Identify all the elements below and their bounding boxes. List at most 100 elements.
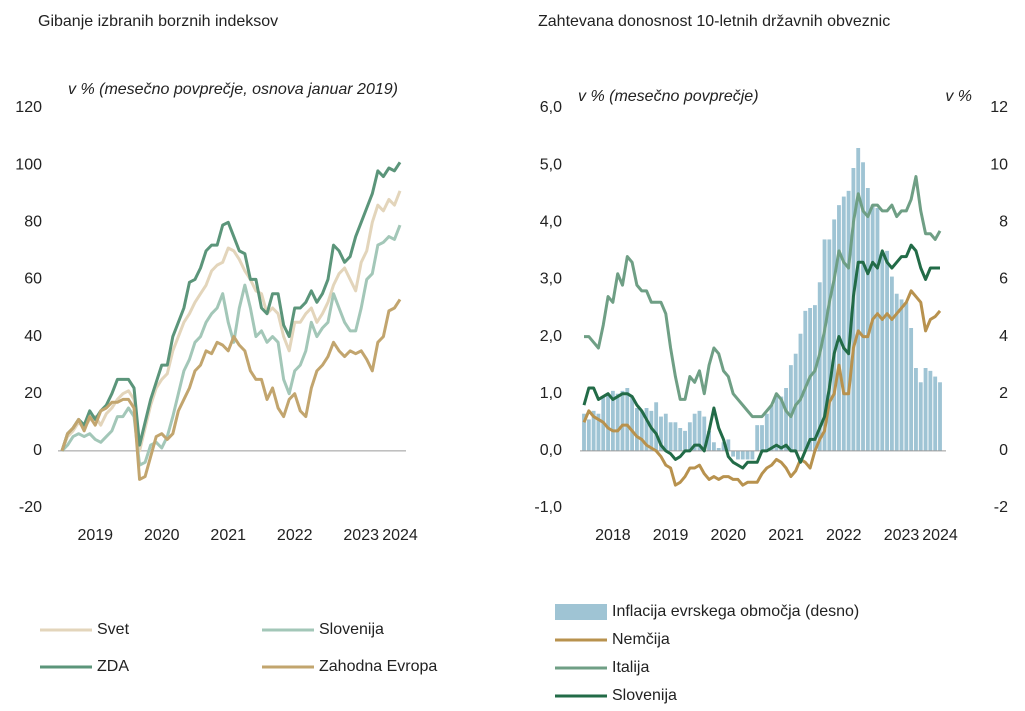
x-tick-label: 2020 <box>144 527 180 544</box>
x-tick-label: 2023 <box>343 527 379 544</box>
bar <box>938 382 942 451</box>
bar <box>914 368 918 451</box>
y-tick-label: 60 <box>24 271 42 288</box>
bar <box>856 148 861 451</box>
y2-tick-label: -2 <box>994 499 1008 516</box>
bar <box>639 410 644 451</box>
y-tick-label: 100 <box>15 156 42 173</box>
y-tick-label: 0 <box>33 442 42 459</box>
bar <box>736 450 740 460</box>
bar <box>779 396 784 451</box>
bar <box>707 430 712 451</box>
x-tick-label: 2021 <box>768 527 804 544</box>
y-tick-label: 6,0 <box>540 99 562 116</box>
bar <box>673 422 678 451</box>
bar <box>827 239 832 451</box>
x-tick-label: 2020 <box>711 527 747 544</box>
bar <box>659 416 663 451</box>
bar <box>620 390 625 451</box>
bar <box>793 353 798 451</box>
x-tick-label: 2024 <box>922 527 958 544</box>
bar <box>731 450 736 457</box>
bar <box>750 450 755 460</box>
bar <box>630 396 635 451</box>
bar <box>918 382 923 451</box>
y-tick-label: 1,0 <box>540 385 562 402</box>
y-tick-label: 2,0 <box>540 328 562 345</box>
bar <box>760 425 764 451</box>
bar <box>610 390 615 451</box>
bar <box>769 405 774 451</box>
y2-tick-label: 10 <box>990 156 1008 173</box>
x-tick-label: 2018 <box>595 527 631 544</box>
legend-swatch <box>555 604 607 620</box>
bar <box>697 410 702 451</box>
bar <box>928 370 933 451</box>
bar <box>861 162 865 451</box>
bar <box>841 196 846 451</box>
bar <box>711 442 716 451</box>
y-tick-label: 3,0 <box>540 271 562 288</box>
chart: Zahtevana donosnost 10-letnih državnih o… <box>534 13 1008 704</box>
bar <box>591 410 596 451</box>
legend-label: Nemčija <box>612 631 670 648</box>
y-tick-label: 40 <box>24 328 42 345</box>
chart: Gibanje izbranih borznih indeksov v % (me… <box>15 13 437 675</box>
bar <box>745 450 750 460</box>
bar <box>764 413 769 451</box>
legend-label: Inflacija evrskega območja (desno) <box>612 603 859 620</box>
line <box>60 298 402 481</box>
bar <box>678 428 683 451</box>
bar <box>822 239 827 451</box>
bar <box>683 430 687 451</box>
y-tick-label: 5,0 <box>540 156 562 173</box>
chart-subtitle: v % (mesečno povprečje, osnova januar 20… <box>68 81 398 98</box>
bar <box>615 393 620 451</box>
bar <box>774 393 779 451</box>
bar <box>634 408 639 451</box>
bar <box>644 408 649 451</box>
bar <box>663 413 668 451</box>
bar <box>894 293 899 451</box>
x-tick-label: 2024 <box>382 527 418 544</box>
x-tick-label: 2023 <box>884 527 920 544</box>
line <box>60 161 402 452</box>
bar <box>889 276 894 451</box>
bar <box>788 365 793 451</box>
bar <box>668 422 673 451</box>
y2-tick-label: 12 <box>990 99 1008 116</box>
bar <box>721 442 726 451</box>
legend-label: Slovenija <box>612 687 677 704</box>
y-tick-label: 80 <box>24 214 42 231</box>
y-tick-label: -20 <box>19 499 42 516</box>
bar <box>692 413 697 451</box>
x-tick-label: 2022 <box>826 527 862 544</box>
bar <box>625 388 630 451</box>
bar <box>606 393 610 451</box>
x-tick-label: 2019 <box>77 527 113 544</box>
y2-tick-label: 6 <box>999 271 1008 288</box>
bar <box>649 410 654 451</box>
legend-label: Svet <box>97 621 130 638</box>
y2-tick-label: 8 <box>999 214 1008 231</box>
y2-tick-label: 2 <box>999 385 1008 402</box>
chart-title: Gibanje izbranih borznih indeksov <box>38 13 278 30</box>
y2-axis-label: v % <box>945 88 972 105</box>
bar <box>909 328 914 451</box>
bar <box>586 419 591 451</box>
line <box>60 190 402 453</box>
x-tick-label: 2019 <box>653 527 689 544</box>
line <box>582 243 940 470</box>
bar <box>865 188 870 451</box>
bar <box>755 425 760 451</box>
bar <box>846 190 851 451</box>
bar <box>832 219 837 451</box>
bar <box>899 299 904 451</box>
bar <box>582 413 586 451</box>
legend-label: Zahodna Evropa <box>319 658 437 675</box>
bar <box>933 376 938 451</box>
bar <box>880 253 885 451</box>
bar <box>654 402 659 451</box>
bar <box>798 333 803 451</box>
bar <box>923 368 928 451</box>
